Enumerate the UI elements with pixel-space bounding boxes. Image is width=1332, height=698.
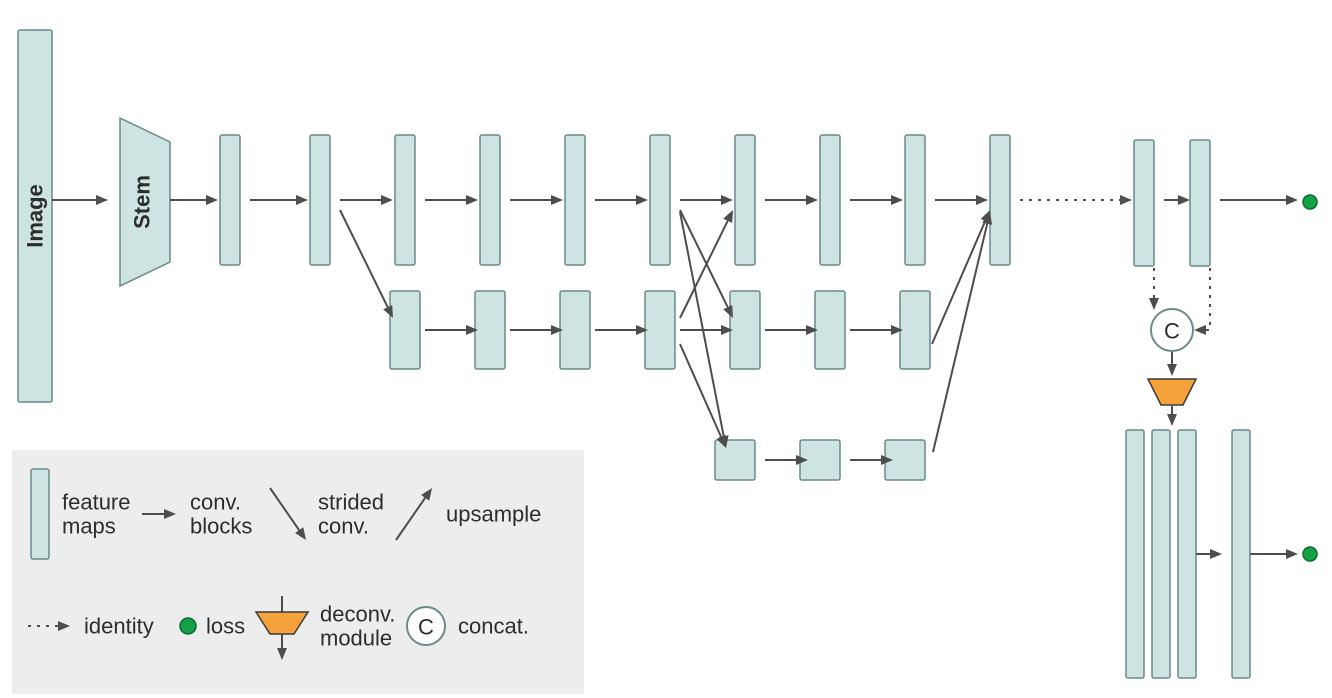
- legend-identity: identity: [84, 614, 154, 639]
- loss-node-1: [1303, 547, 1317, 561]
- arrow-2-head: [296, 195, 308, 205]
- top-block-8: [905, 135, 925, 265]
- arrow-34-head: [1286, 549, 1298, 559]
- legend-feature-l1: feature: [62, 490, 131, 515]
- legend-deconv-l2: module: [320, 626, 392, 651]
- mid-block-5: [815, 291, 845, 369]
- bot-block-0: [715, 440, 755, 480]
- legend-deconv-l1: deconv.: [320, 602, 395, 627]
- mid-block-1: [475, 291, 505, 369]
- legend-concat: concat.: [458, 614, 529, 639]
- architecture-diagram: ImageStemCfeaturemapsconv.blocksstridedc…: [0, 0, 1332, 698]
- tall-block-2: [1178, 430, 1196, 678]
- right-block-1: [1190, 140, 1210, 266]
- deconv-module: [1148, 379, 1196, 405]
- arrow-20: [680, 212, 724, 436]
- image-label: Image: [23, 184, 48, 248]
- legend-upsample: upsample: [446, 502, 541, 527]
- arrow-25: [933, 224, 987, 452]
- top-block-0: [220, 135, 240, 265]
- top-block-5: [650, 135, 670, 265]
- legend-bg: [12, 450, 584, 694]
- legend-conv-l2: blocks: [190, 514, 252, 539]
- top-block-3: [480, 135, 500, 265]
- tall-block-3: [1232, 430, 1250, 678]
- arrow-27-head: [1178, 195, 1190, 205]
- tall-block-1: [1152, 430, 1170, 678]
- legend-strided-l1: strided: [318, 490, 384, 515]
- arrow-31-head: [1167, 364, 1177, 376]
- stem-label: Stem: [130, 175, 155, 229]
- mid-block-4: [730, 291, 760, 369]
- tall-block-0: [1126, 430, 1144, 678]
- legend-feature-icon: [31, 469, 49, 559]
- arrow-32-head: [1167, 414, 1177, 426]
- concat-letter: C: [1164, 319, 1180, 344]
- arrow-33-head: [1210, 549, 1222, 559]
- top-block-9: [990, 135, 1010, 265]
- arrow-30: [1206, 268, 1210, 330]
- arrow-9-head: [891, 195, 903, 205]
- arrow-19: [680, 221, 728, 318]
- loss-node-0: [1303, 195, 1317, 209]
- arrow-7-head: [721, 195, 733, 205]
- arrow-24: [932, 221, 985, 344]
- arrow-28-head: [1286, 195, 1298, 205]
- arrow-0-head: [96, 195, 108, 205]
- arrow-8-head: [806, 195, 818, 205]
- arrow-3-head: [381, 195, 393, 205]
- top-block-7: [820, 135, 840, 265]
- top-block-1: [310, 135, 330, 265]
- mid-block-3: [645, 291, 675, 369]
- arrow-6-head: [636, 195, 648, 205]
- mid-block-0: [390, 291, 420, 369]
- legend-loss-icon: [180, 618, 196, 634]
- legend-loss: loss: [206, 614, 245, 639]
- mid-block-2: [560, 291, 590, 369]
- mid-block-6: [900, 291, 930, 369]
- legend-concat-letter: C: [418, 615, 434, 640]
- arrow-10-head: [976, 195, 988, 205]
- arrow-1-head: [206, 195, 218, 205]
- arrow-11: [340, 210, 388, 307]
- arrow-18: [680, 210, 728, 307]
- arrow-4-head: [466, 195, 478, 205]
- right-block-0: [1134, 140, 1154, 266]
- arrow-26-head: [1120, 195, 1132, 205]
- arrow-29-head: [1149, 298, 1159, 310]
- arrow-5-head: [551, 195, 563, 205]
- legend-feature-l2: maps: [62, 514, 116, 539]
- legend-conv-l1: conv.: [190, 490, 241, 515]
- arrow-head: [1194, 325, 1206, 335]
- top-block-6: [735, 135, 755, 265]
- top-block-2: [395, 135, 415, 265]
- top-block-4: [565, 135, 585, 265]
- legend-strided-l2: conv.: [318, 514, 369, 539]
